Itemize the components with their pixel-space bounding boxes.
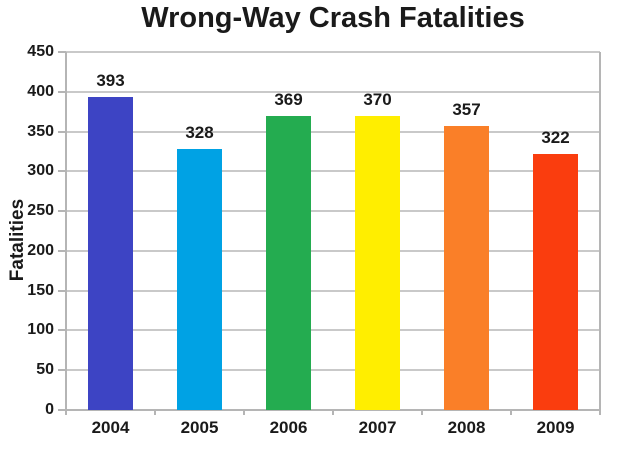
x-axis-tick: [243, 410, 245, 415]
gridline: [66, 289, 600, 292]
y-axis-tick: [58, 90, 66, 93]
gridline: [66, 249, 600, 252]
y-tick-label: 100: [27, 321, 54, 339]
y-tick-label: 300: [27, 162, 54, 180]
x-category-label: 2007: [358, 418, 397, 437]
bar: [444, 125, 489, 410]
gridline: [66, 51, 600, 53]
gridline: [66, 130, 600, 133]
y-axis-tick: [58, 130, 66, 133]
y-axis-tick: [58, 289, 66, 292]
x-axis-tick: [332, 410, 334, 415]
chart-title: Wrong-Way Crash Fatalities: [141, 2, 525, 34]
y-tick-label: 450: [27, 43, 54, 60]
y-tick-label: 400: [27, 82, 54, 100]
y-tick-label: 350: [27, 122, 54, 140]
bar: [88, 97, 133, 410]
x-category-label: 2005: [180, 418, 219, 437]
x-axis-tick: [65, 410, 67, 415]
gridline: [66, 90, 600, 93]
gridline: [66, 329, 600, 332]
bar: [533, 153, 578, 410]
x-axis-tick: [510, 410, 512, 415]
x-axis-tick: [421, 410, 423, 415]
y-tick-label: 50: [36, 361, 54, 379]
y-tick-label: 150: [27, 281, 54, 299]
gridline: [66, 170, 600, 173]
y-axis-tick: [58, 369, 66, 372]
right-axis-spine: [599, 52, 601, 415]
gridline: [66, 369, 600, 372]
x-axis-tick: [154, 410, 156, 415]
left-axis-spine: [65, 52, 67, 410]
y-axis-tick: [58, 249, 66, 252]
bar-value-label: 369: [274, 90, 303, 110]
bar: [177, 149, 222, 410]
y-axis-tick: [58, 329, 66, 332]
y-axis-tick: [58, 51, 66, 53]
bar-value-label: 370: [363, 89, 392, 109]
y-axis-tick: [58, 170, 66, 173]
y-tick-label: 200: [27, 241, 54, 259]
x-category-label: 2009: [536, 418, 575, 437]
y-tick-label: 0: [45, 401, 54, 418]
x-category-label: 2008: [447, 418, 486, 437]
bar-value-label: 322: [541, 127, 570, 147]
x-axis-line: [58, 409, 600, 411]
x-category-label: 2004: [91, 418, 130, 437]
y-axis-tick: [58, 210, 66, 213]
bar-value-label: 357: [452, 99, 481, 119]
bar-value-label: 393: [96, 71, 125, 91]
bar: [355, 115, 400, 410]
gridline: [66, 210, 600, 213]
bar-value-label: 328: [185, 123, 214, 143]
x-category-label: 2006: [269, 418, 308, 437]
bar: [266, 116, 311, 410]
y-tick-label: 250: [27, 202, 54, 220]
